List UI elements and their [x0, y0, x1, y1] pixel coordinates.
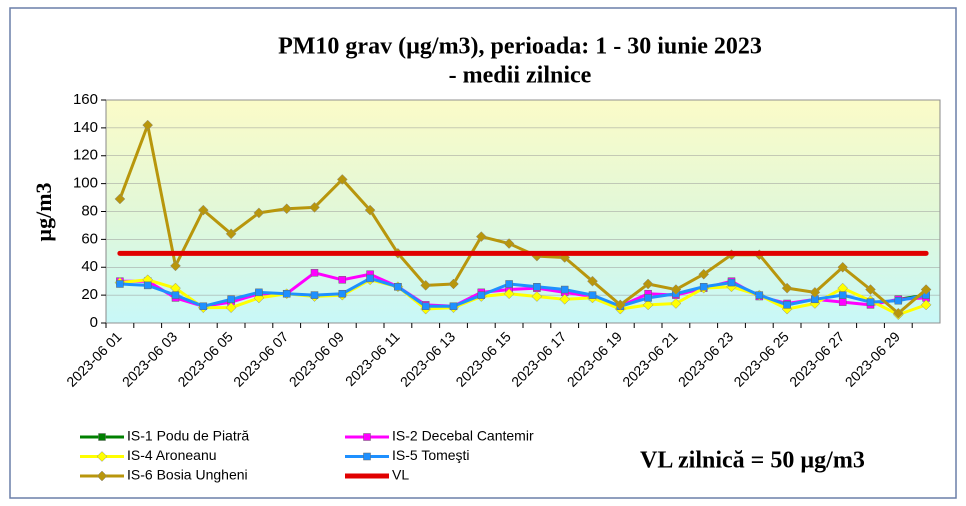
data-point — [281, 203, 293, 215]
data-point — [199, 302, 208, 311]
data-point — [475, 231, 487, 242]
data-point — [755, 291, 764, 299]
data-point — [282, 289, 291, 298]
data-point — [838, 291, 847, 299]
y-tick-label: 160 — [73, 91, 98, 108]
y-tick-label: 80 — [81, 202, 98, 219]
chart-subtitle: - medii zilnice — [449, 63, 592, 89]
data-point — [505, 280, 513, 288]
data-point — [809, 286, 821, 298]
data-point — [503, 238, 515, 249]
data-point — [920, 284, 932, 295]
data-point — [838, 298, 847, 306]
data-point — [698, 268, 710, 280]
y-tick-label: 100 — [73, 175, 98, 192]
data-point — [116, 280, 124, 288]
data-point — [338, 289, 347, 298]
data-point — [448, 278, 459, 290]
legend-marker — [363, 452, 371, 461]
series-line — [118, 276, 928, 308]
series-line — [118, 278, 928, 317]
y-tick-label: 140 — [73, 119, 98, 136]
data-point — [614, 299, 626, 311]
data-point — [644, 294, 652, 302]
data-point — [533, 283, 541, 291]
y-axis-label: µg/m3 — [31, 182, 56, 241]
data-point — [503, 288, 515, 300]
data-point — [225, 302, 237, 314]
data-point — [642, 299, 654, 311]
legend-marker — [96, 470, 108, 482]
data-point — [338, 276, 347, 284]
data-point — [420, 280, 432, 291]
data-point — [920, 299, 932, 311]
data-point — [531, 291, 543, 302]
data-point — [143, 281, 152, 290]
data-point — [670, 298, 682, 309]
annotation: VL zilnică = 50 µg/m3 — [640, 448, 865, 474]
data-point — [727, 278, 736, 287]
data-point — [783, 301, 791, 309]
data-point — [114, 193, 126, 205]
data-point — [253, 207, 265, 219]
data-point — [865, 284, 876, 295]
data-point — [225, 228, 237, 240]
legend-marker — [363, 433, 371, 441]
data-point — [170, 260, 181, 272]
data-point — [449, 302, 458, 311]
y-tick-label: 60 — [81, 230, 98, 247]
data-point — [560, 285, 569, 294]
data-point — [197, 204, 209, 216]
legend-label: IS-5 Tomeşti — [392, 447, 470, 463]
data-point — [309, 201, 320, 213]
y-tick-label: 0 — [90, 314, 98, 331]
data-point — [699, 283, 708, 291]
data-point — [477, 291, 486, 299]
data-point — [670, 284, 682, 295]
data-point — [866, 298, 875, 306]
data-point — [310, 269, 319, 277]
y-tick-label: 20 — [81, 286, 98, 303]
data-point — [837, 261, 849, 273]
data-point — [642, 278, 654, 290]
data-point — [142, 119, 154, 131]
data-point — [366, 274, 374, 283]
data-point — [394, 283, 402, 291]
data-point — [894, 296, 903, 305]
data-point — [559, 293, 571, 305]
legend-marker — [96, 451, 108, 462]
data-point — [781, 282, 793, 294]
legend-label: VL — [392, 467, 409, 483]
legend-label: IS-6 Bosia Ungheni — [127, 467, 248, 483]
data-point — [255, 288, 263, 297]
legend-label: IS-1 Podu de Piatră — [127, 428, 249, 444]
data-point — [336, 174, 348, 185]
data-point — [421, 302, 430, 311]
data-point — [171, 291, 180, 299]
y-tick-label: 120 — [73, 147, 98, 164]
data-point — [587, 275, 598, 287]
data-point — [588, 291, 597, 299]
legend-marker — [98, 433, 106, 441]
chart-title: PM10 grav (µg/m3), perioada: 1 - 30 iuni… — [278, 34, 762, 60]
data-point — [227, 295, 235, 304]
y-tick-label: 40 — [81, 258, 98, 275]
data-point — [892, 307, 904, 319]
data-point — [310, 291, 319, 299]
data-point — [364, 204, 376, 216]
legend-label: IS-4 Aroneanu — [127, 447, 217, 463]
legend-label: IS-2 Decebal Cantemir — [392, 428, 534, 444]
